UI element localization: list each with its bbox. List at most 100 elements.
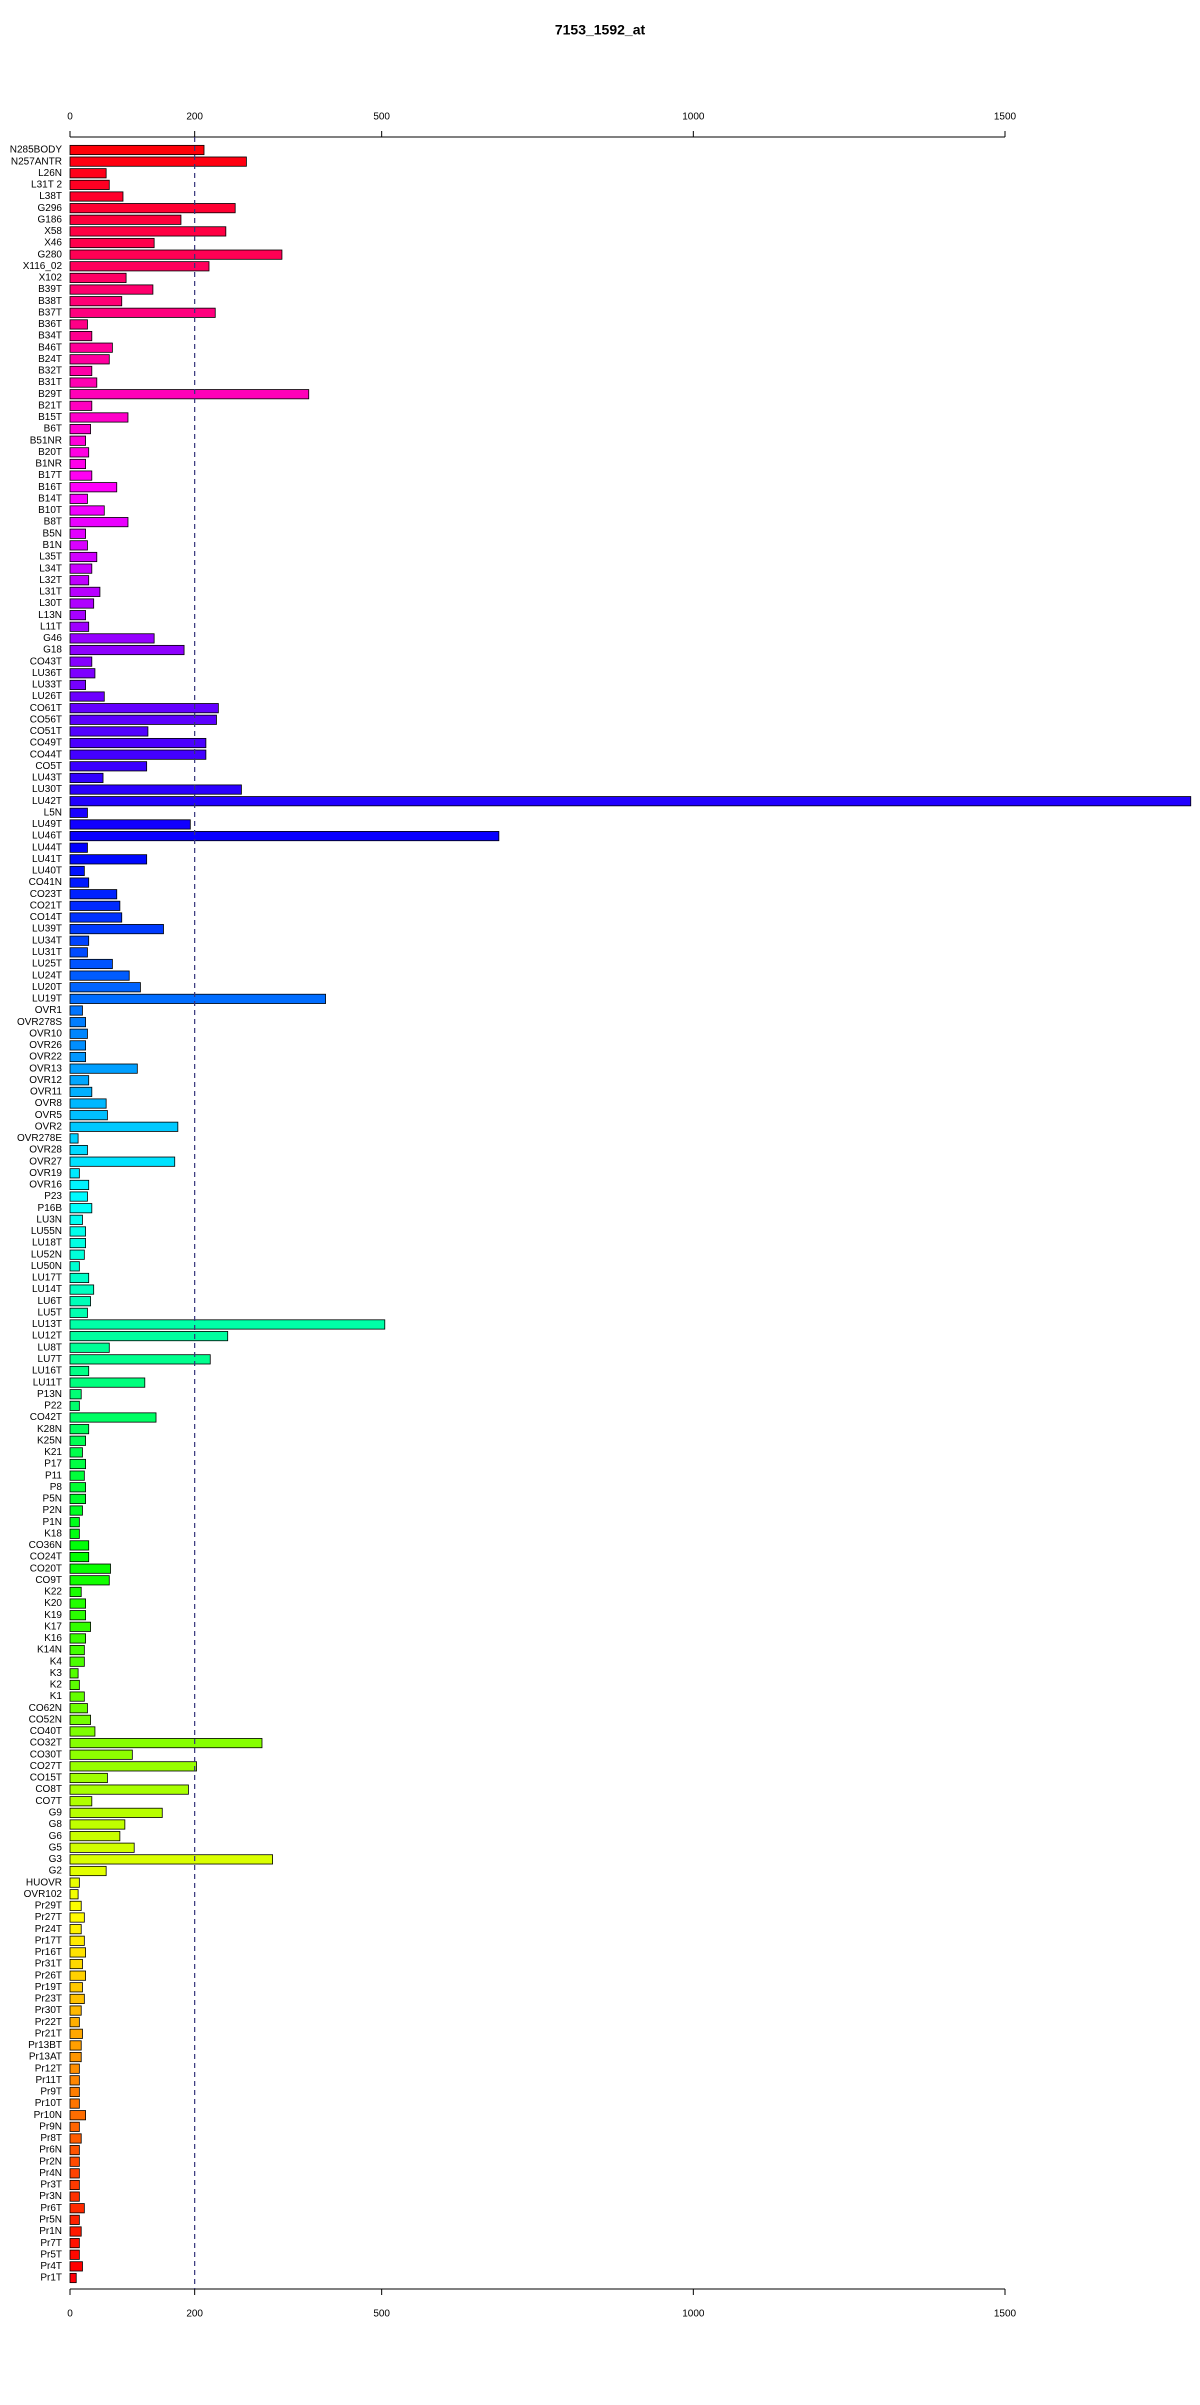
bar bbox=[69, 2145, 80, 2156]
bar bbox=[69, 1610, 86, 1621]
y-tick-label: LU3N bbox=[36, 1214, 62, 1225]
bar bbox=[69, 2121, 80, 2132]
bar bbox=[69, 1319, 386, 1330]
y-tick-label: G9 bbox=[49, 1808, 63, 1819]
y-tick-label: LU30T bbox=[32, 784, 62, 795]
bar bbox=[69, 319, 88, 330]
y-tick-label: B1N bbox=[43, 540, 62, 551]
y-tick-label: L30T bbox=[39, 598, 62, 609]
bar bbox=[69, 1598, 86, 1609]
y-tick-label: X116_02 bbox=[23, 261, 63, 272]
bar bbox=[69, 1947, 86, 1958]
bar bbox=[69, 1365, 90, 1377]
y-tick-label: CO49T bbox=[30, 738, 62, 749]
bar bbox=[69, 482, 118, 493]
y-tick-label: K20 bbox=[44, 1598, 62, 1609]
bar bbox=[69, 447, 90, 458]
y-tick-label: G5 bbox=[49, 1842, 63, 1853]
x-tick-label: 0 bbox=[67, 112, 73, 123]
bar bbox=[69, 1121, 179, 1132]
y-tick-label: Pr29T bbox=[35, 1901, 62, 1912]
bar bbox=[69, 958, 113, 970]
bar bbox=[69, 854, 148, 865]
y-tick-label: LU6T bbox=[38, 1296, 62, 1307]
y-tick-label: B17T bbox=[38, 470, 62, 481]
bar bbox=[69, 1098, 107, 1109]
bar bbox=[69, 2261, 83, 2272]
y-tick-label: B36T bbox=[38, 319, 62, 330]
y-tick-label: K28N bbox=[37, 1424, 62, 1435]
bar bbox=[69, 737, 207, 749]
bar bbox=[69, 819, 191, 830]
y-tick-label: P16B bbox=[38, 1203, 63, 1214]
y-tick-label: OVR8 bbox=[35, 1098, 63, 1109]
bar bbox=[69, 691, 105, 702]
y-tick-label: OVR5 bbox=[35, 1110, 63, 1121]
y-tick-label: B10T bbox=[38, 505, 62, 516]
y-tick-label: CO14T bbox=[30, 912, 62, 923]
y-tick-label: B46T bbox=[38, 342, 62, 353]
y-tick-label: LU46T bbox=[32, 831, 62, 842]
y-tick-label: LU11T bbox=[33, 1377, 62, 1388]
bar bbox=[69, 284, 154, 295]
y-tick-label: P8 bbox=[50, 1482, 63, 1493]
bar bbox=[69, 610, 86, 621]
bar bbox=[69, 668, 96, 679]
bar bbox=[69, 947, 88, 958]
y-tick-label: K21 bbox=[44, 1447, 62, 1458]
y-tick-label: B32T bbox=[38, 366, 62, 377]
bar bbox=[69, 1354, 211, 1365]
y-tick-label: B29T bbox=[38, 389, 62, 400]
bar bbox=[69, 1586, 82, 1597]
bar bbox=[69, 1865, 107, 1877]
bar bbox=[69, 1633, 86, 1644]
y-tick-label: CO32T bbox=[30, 1738, 62, 1749]
y-tick-label: LU40T bbox=[32, 866, 62, 877]
y-tick-label: CO9T bbox=[35, 1575, 62, 1586]
y-tick-label: Pr12T bbox=[35, 2063, 62, 2074]
y-tick-label: OVR1 bbox=[35, 1005, 63, 1016]
bar bbox=[69, 377, 98, 388]
y-tick-label: CO52N bbox=[29, 1714, 62, 1725]
y-tick-label: CO61T bbox=[30, 703, 62, 714]
x-tick-label: 500 bbox=[373, 2309, 390, 2320]
y-tick-label: OVR10 bbox=[29, 1028, 62, 1039]
bar bbox=[69, 1458, 86, 1470]
bar bbox=[69, 156, 247, 167]
bar bbox=[69, 761, 148, 772]
bar bbox=[69, 1179, 90, 1190]
y-tick-label: Pr19T bbox=[35, 1982, 62, 1993]
bar bbox=[69, 1772, 108, 1784]
y-tick-label: P2N bbox=[43, 1505, 62, 1516]
bar bbox=[69, 1924, 82, 1935]
y-tick-label: L38T bbox=[39, 191, 62, 202]
y-tick-label: LU8T bbox=[38, 1342, 62, 1353]
x-tick-label: 200 bbox=[186, 2309, 203, 2320]
y-tick-label: B20T bbox=[38, 447, 62, 458]
bar bbox=[69, 877, 90, 888]
x-tick-label: 1000 bbox=[682, 2309, 705, 2320]
y-tick-label: B21T bbox=[38, 400, 62, 411]
y-tick-label: Pr4N bbox=[39, 2168, 62, 2179]
bar bbox=[69, 424, 91, 435]
y-tick-label: G2 bbox=[49, 1866, 63, 1877]
bar bbox=[69, 1982, 83, 1993]
y-tick-label: CO41N bbox=[29, 877, 62, 888]
bar bbox=[69, 1191, 88, 1202]
bar bbox=[69, 1389, 82, 1400]
bar bbox=[69, 889, 118, 900]
bar bbox=[69, 1028, 88, 1039]
bar bbox=[69, 831, 500, 842]
y-tick-label: LU12T bbox=[32, 1331, 62, 1342]
bar bbox=[69, 1017, 86, 1028]
bar bbox=[69, 1342, 110, 1353]
bar bbox=[69, 563, 93, 574]
bar bbox=[69, 342, 113, 353]
y-tick-label: G296 bbox=[38, 203, 63, 214]
bar bbox=[69, 1075, 90, 1086]
y-tick-label: Pr1T bbox=[40, 2273, 62, 2284]
y-tick-label: LU42T bbox=[32, 796, 62, 807]
bar bbox=[69, 2086, 80, 2097]
y-tick-label: Pr7T bbox=[40, 2238, 62, 2249]
bar bbox=[69, 2005, 82, 2016]
